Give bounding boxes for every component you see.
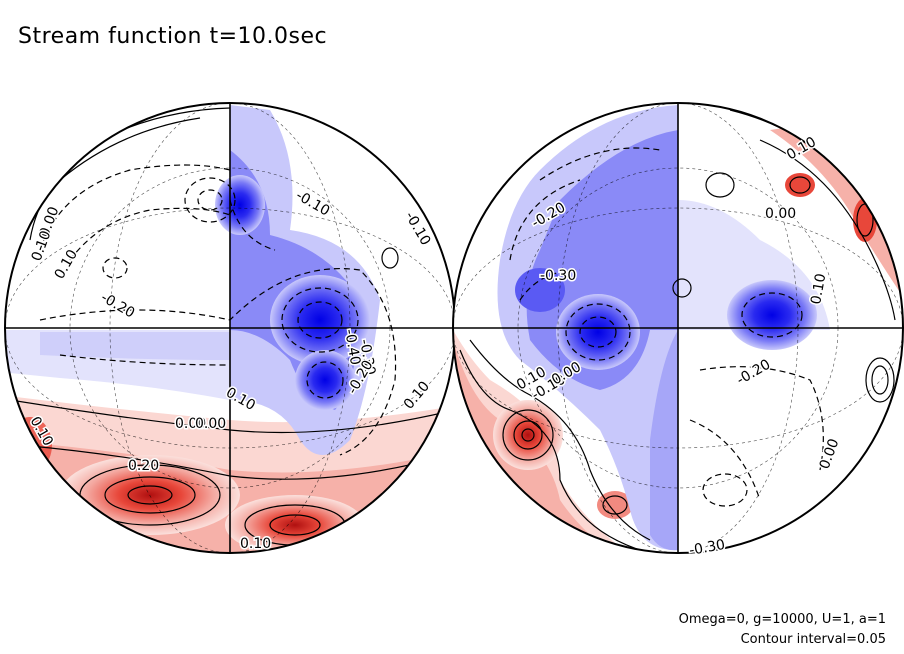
right-min-blob: [556, 294, 640, 370]
left-min-blob: [270, 275, 370, 365]
parameters-text: Omega=0, g=10000, U=1, a=1: [678, 612, 886, 627]
contour-interval-text: Contour interval=0.05: [740, 632, 886, 647]
chart-title: Stream function t=10.0sec: [18, 24, 328, 49]
right-contour-label: -0.30: [540, 268, 576, 284]
left-contour-label: 0.00: [175, 416, 206, 432]
right-contour-label: 0.00: [765, 206, 796, 222]
left-contour-label: 0.10: [240, 536, 271, 552]
left-contour-label: 0.00: [195, 416, 226, 432]
left-contour-label: 0.20: [128, 458, 159, 474]
